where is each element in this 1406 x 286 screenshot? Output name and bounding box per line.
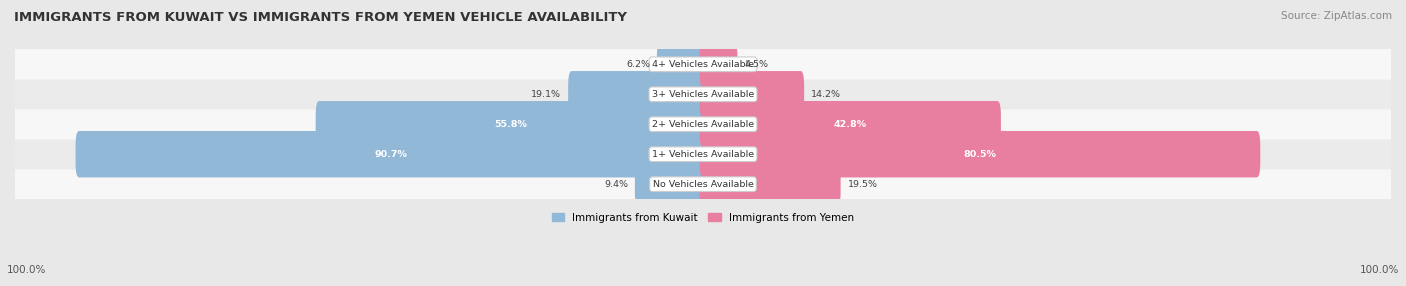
Text: No Vehicles Available: No Vehicles Available [652, 180, 754, 189]
Text: Source: ZipAtlas.com: Source: ZipAtlas.com [1281, 11, 1392, 21]
FancyBboxPatch shape [15, 139, 1391, 170]
Text: 55.8%: 55.8% [495, 120, 527, 129]
FancyBboxPatch shape [700, 71, 804, 118]
FancyBboxPatch shape [700, 131, 1260, 177]
Text: 14.2%: 14.2% [811, 90, 841, 99]
Text: 3+ Vehicles Available: 3+ Vehicles Available [652, 90, 754, 99]
Text: 80.5%: 80.5% [963, 150, 997, 159]
FancyBboxPatch shape [15, 79, 1391, 110]
FancyBboxPatch shape [15, 109, 1391, 140]
FancyBboxPatch shape [657, 41, 706, 88]
Text: 19.1%: 19.1% [531, 90, 561, 99]
Text: 1+ Vehicles Available: 1+ Vehicles Available [652, 150, 754, 159]
Text: 42.8%: 42.8% [834, 120, 866, 129]
FancyBboxPatch shape [568, 71, 706, 118]
Text: 6.2%: 6.2% [626, 60, 650, 69]
Text: 90.7%: 90.7% [374, 150, 408, 159]
FancyBboxPatch shape [700, 41, 737, 88]
FancyBboxPatch shape [700, 161, 841, 207]
FancyBboxPatch shape [700, 101, 1001, 148]
FancyBboxPatch shape [636, 161, 706, 207]
Text: 100.0%: 100.0% [1360, 265, 1399, 275]
Text: 9.4%: 9.4% [605, 180, 628, 189]
FancyBboxPatch shape [76, 131, 706, 177]
Text: 4.5%: 4.5% [744, 60, 768, 69]
FancyBboxPatch shape [15, 49, 1391, 80]
Text: 100.0%: 100.0% [7, 265, 46, 275]
Text: 19.5%: 19.5% [848, 180, 877, 189]
Text: 2+ Vehicles Available: 2+ Vehicles Available [652, 120, 754, 129]
FancyBboxPatch shape [316, 101, 706, 148]
Legend: Immigrants from Kuwait, Immigrants from Yemen: Immigrants from Kuwait, Immigrants from … [547, 208, 859, 227]
Text: 4+ Vehicles Available: 4+ Vehicles Available [652, 60, 754, 69]
Text: IMMIGRANTS FROM KUWAIT VS IMMIGRANTS FROM YEMEN VEHICLE AVAILABILITY: IMMIGRANTS FROM KUWAIT VS IMMIGRANTS FRO… [14, 11, 627, 24]
FancyBboxPatch shape [15, 169, 1391, 199]
